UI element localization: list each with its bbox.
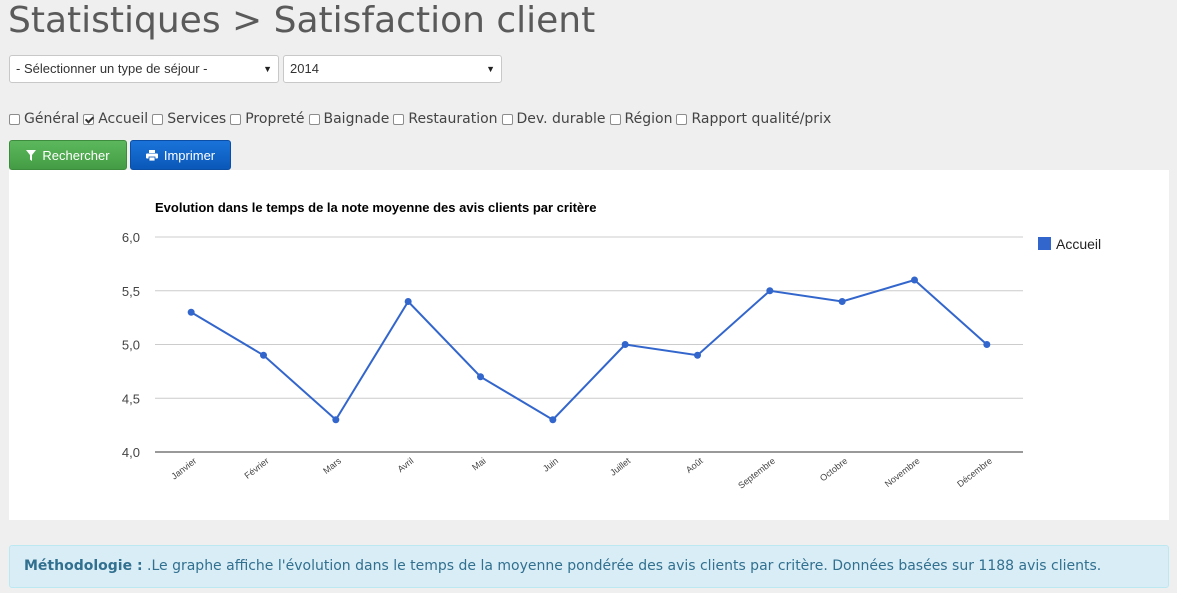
y-tick-label: 4,5	[122, 391, 140, 406]
page-title: Statistiques > Satisfaction client	[8, 0, 596, 41]
filter-checkbox[interactable]	[501, 113, 513, 125]
filter-label: Dev. durable	[516, 111, 606, 127]
x-tick-label: Décembre	[955, 456, 994, 489]
filter-checkbox[interactable]	[9, 113, 20, 125]
methodology-note: Méthodologie : .Le graphe affiche l'évol…	[9, 545, 1169, 588]
filter-label: Région	[624, 111, 673, 127]
filter-checkbox[interactable]	[609, 113, 621, 125]
y-tick-label: 4,0	[122, 445, 140, 460]
filter-checkbox[interactable]	[83, 113, 95, 125]
x-tick-label: Novembre	[883, 456, 922, 489]
x-tick-label: Avril	[396, 456, 416, 475]
x-tick-label: Août	[684, 455, 705, 475]
x-tick-label: Mars	[321, 455, 343, 476]
legend-label: Accueil	[1056, 236, 1101, 252]
sejour-type-select[interactable]: - Sélectionner un type de séjour - ▼	[9, 55, 279, 83]
filter-6[interactable]: Dev. durable	[501, 111, 606, 127]
filter-2[interactable]: Services	[152, 111, 226, 127]
filter-icon	[26, 149, 37, 161]
chevron-down-icon: ▼	[486, 64, 495, 74]
filter-5[interactable]: Restauration	[393, 111, 498, 127]
print-button-label: Imprimer	[163, 147, 216, 163]
filter-checkbox[interactable]	[308, 113, 320, 125]
year-value: 2014	[290, 61, 319, 76]
data-point[interactable]	[983, 341, 991, 348]
x-tick-label: Juin	[541, 456, 560, 474]
search-button[interactable]: Rechercher	[9, 140, 127, 170]
x-tick-label: Septembre	[736, 456, 777, 491]
filter-checkbox[interactable]	[152, 113, 164, 125]
filter-label: Rapport qualité/prix	[691, 111, 832, 127]
filter-label: Général	[24, 111, 80, 127]
criteria-filters: Général Accueil Services Propreté Baignade Re…	[9, 109, 835, 129]
filter-label: Services	[167, 111, 227, 127]
y-tick-label: 6,0	[122, 230, 140, 245]
line-chart: Evolution dans le temps de la note moyen…	[122, 200, 1101, 491]
filter-checkbox[interactable]	[393, 113, 405, 125]
filter-7[interactable]: Région	[609, 111, 673, 127]
filter-label: Baignade	[323, 111, 390, 127]
filter-1[interactable]: Accueil	[83, 111, 148, 127]
data-point[interactable]	[911, 276, 918, 284]
chart-panel: Evolution dans le temps de la note moyen…	[9, 170, 1169, 520]
filter-label: Restauration	[408, 111, 498, 127]
printer-icon	[145, 149, 158, 161]
data-point[interactable]	[549, 416, 557, 424]
data-point[interactable]	[621, 341, 629, 348]
series-line-accueil	[190, 278, 988, 422]
year-select[interactable]: 2014 ▼	[283, 55, 502, 83]
chevron-down-icon: ▼	[263, 64, 272, 74]
filter-3[interactable]: Propreté	[230, 111, 305, 127]
data-point[interactable]	[260, 351, 267, 359]
filter-checkbox[interactable]	[676, 113, 688, 125]
x-tick-label: Octobre	[818, 456, 849, 484]
chart-title: Evolution dans le temps de la note moyen…	[155, 200, 596, 215]
filter-8[interactable]: Rapport qualité/prix	[676, 111, 831, 127]
methodology-label: Méthodologie :	[24, 558, 143, 574]
legend-swatch	[1038, 237, 1051, 250]
x-tick-label: Juillet	[608, 455, 633, 477]
data-point[interactable]	[404, 298, 412, 305]
x-tick-label: Mai	[470, 456, 488, 473]
sejour-type-value: - Sélectionner un type de séjour -	[16, 61, 208, 76]
filter-4[interactable]: Baignade	[308, 111, 390, 127]
data-point[interactable]	[187, 308, 195, 316]
x-tick-label: Janvier	[169, 456, 198, 482]
search-button-label: Rechercher	[42, 147, 110, 163]
data-point[interactable]	[694, 351, 701, 359]
y-tick-label: 5,0	[122, 338, 140, 353]
y-tick-label: 5,5	[122, 284, 140, 299]
filter-0[interactable]: Général	[9, 111, 79, 127]
data-point[interactable]	[766, 287, 774, 295]
data-point[interactable]	[332, 416, 340, 424]
filter-label: Propreté	[245, 111, 305, 127]
methodology-text: .Le graphe affiche l'évolution dans le t…	[142, 558, 1102, 574]
data-point[interactable]	[838, 298, 846, 305]
filter-label: Accueil	[98, 111, 149, 127]
print-button[interactable]: Imprimer	[130, 140, 231, 170]
data-point[interactable]	[477, 373, 484, 381]
x-tick-label: Février	[242, 456, 270, 481]
filter-checkbox[interactable]	[230, 113, 242, 125]
